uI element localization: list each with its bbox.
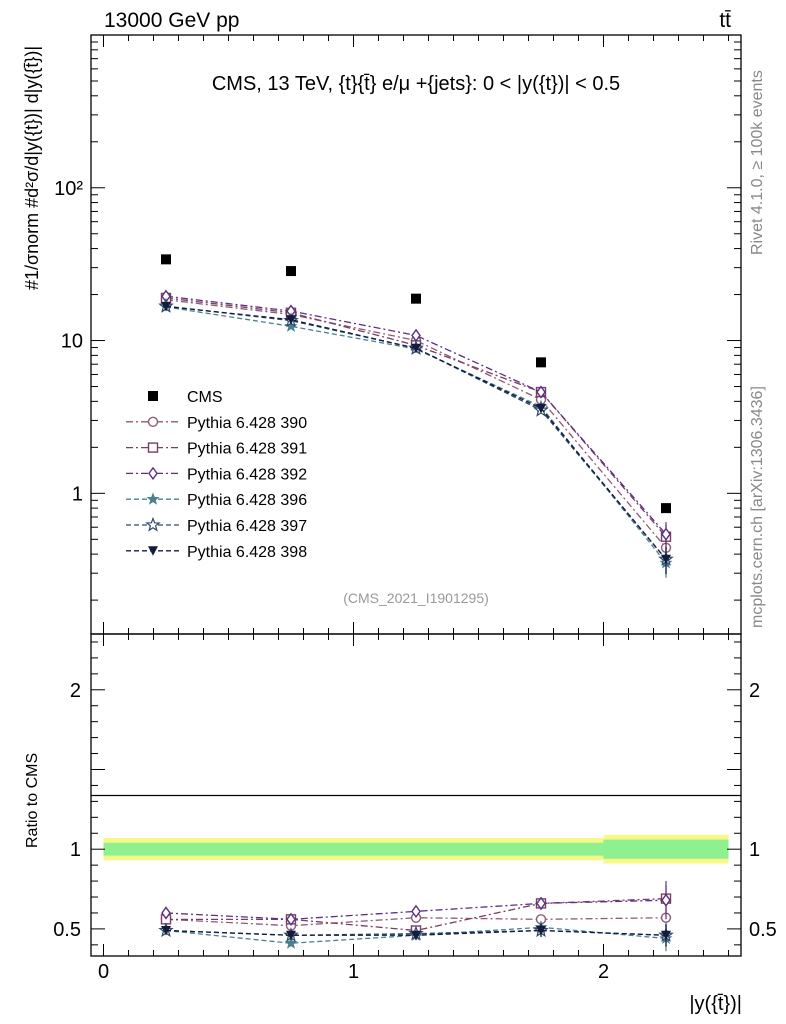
ratio-axis-ticks [91, 634, 741, 956]
data-point [411, 293, 421, 304]
y-axis-label-ratio: Ratio to CMS [24, 753, 41, 848]
data-point [161, 302, 171, 312]
data-point [161, 906, 171, 920]
data-point [284, 319, 298, 332]
data-point [536, 385, 546, 399]
legend-label: Pythia 6.428 392 [187, 466, 307, 483]
legend-label: CMS [187, 389, 223, 406]
y-tick-label-right: 1 [749, 839, 760, 861]
main-series-6 [161, 302, 671, 575]
ratio-tick-labels: 0 1 2 0.5 0.5 1 1 2 2 [53, 680, 777, 983]
legend-label: Pythia 6.428 391 [187, 441, 307, 458]
y-tick-label-right: 0.5 [749, 919, 777, 941]
data-point [411, 930, 421, 941]
series-line [165, 299, 667, 549]
ratio-series-3 [161, 881, 671, 927]
data-point [661, 554, 671, 565]
y-tick-label: 0.5 [53, 919, 81, 941]
data-point [286, 266, 296, 277]
legend-item-2: Pythia 6.428 391 [126, 441, 307, 458]
process-label: tt̄ [719, 9, 731, 32]
legend-item-1: Pythia 6.428 390 [126, 415, 307, 432]
y-tick-label: 10 [61, 331, 83, 353]
legend-marker [147, 442, 159, 453]
data-point [661, 527, 671, 541]
main-tick-labels: 1 10 10² [54, 178, 83, 506]
data-point [411, 343, 421, 354]
data-point [536, 925, 546, 936]
data-point [161, 925, 171, 936]
main-panel: 1 10 10² CMS, 13 TeV, {t}{t̄} e/μ +{jets}:… [22, 34, 742, 635]
rivet-version-label: Rivet 4.1.0, ≥ 100k events [749, 70, 766, 255]
y-tick-label: 2 [70, 680, 81, 702]
legend-marker [145, 516, 161, 532]
data-point [286, 315, 296, 325]
ratio-band-inner [478, 842, 604, 856]
y-tick-label: 1 [70, 839, 81, 861]
legend-item-4: Pythia 6.428 396 [126, 492, 307, 509]
legend-marker [148, 391, 158, 401]
series-line [165, 295, 667, 535]
main-axis-ticks [91, 34, 741, 634]
data-point [161, 254, 171, 265]
legend-marker [148, 466, 158, 481]
legend-label: Pythia 6.428 398 [187, 544, 307, 561]
data-point [661, 930, 671, 941]
main-series-cms [161, 254, 671, 514]
main-series [158, 254, 674, 578]
main-series-3 [161, 289, 671, 550]
y-axis-label-main: #1/σnorm #d²σ/d|y({t})| d|y({t̄})| [22, 46, 42, 290]
data-point [536, 403, 546, 414]
legend-label: Pythia 6.428 397 [187, 518, 307, 535]
ratio-series-6 [161, 924, 671, 947]
x-tick-label: 2 [598, 961, 609, 983]
data-point [286, 912, 296, 927]
ratio-panel: 0 1 2 0.5 0.5 1 1 2 2 Ratio to CMS [24, 633, 777, 983]
analysis-id: (CMS_2021_I1901295) [343, 590, 489, 606]
data-point [286, 930, 296, 941]
ratio-band-inner [103, 842, 229, 856]
legend-item-6: Pythia 6.428 398 [126, 544, 307, 561]
ratio-series [158, 881, 674, 952]
ratio-band-inner [603, 839, 729, 859]
legend-marker [148, 546, 158, 556]
data-point [536, 357, 546, 368]
mcplots-label: mcplots.cern.ch [arXiv:1306.3436] [749, 386, 766, 628]
y-tick-label-right: 2 [749, 680, 760, 702]
data-point [411, 904, 421, 919]
data-point [661, 503, 671, 514]
series-line [165, 305, 667, 560]
data-point [661, 893, 671, 907]
ratio-band-inner [228, 842, 354, 856]
legend: CMS Pythia 6.428 390 Pythia 6.428 391 Pythi… [126, 389, 307, 561]
ratio-band-inner [353, 842, 479, 856]
energy-label: 13000 GeV pp [104, 9, 239, 32]
chart-title: CMS, 13 TeV, {t}{t̄} e/μ +{jets}: 0 < |y… [212, 73, 620, 95]
legend-label: Pythia 6.428 390 [187, 415, 307, 432]
legend-label: Pythia 6.428 396 [187, 492, 307, 509]
x-axis-label: |y({t̄})| [689, 993, 742, 1015]
legend-item-5: Pythia 6.428 397 [126, 516, 307, 535]
legend-marker [146, 492, 160, 505]
legend-item-3: Pythia 6.428 392 [126, 466, 307, 483]
ratio-uncertainty-bands [103, 834, 729, 864]
x-tick-label: 1 [348, 961, 359, 983]
y-tick-label: 1 [72, 483, 83, 505]
data-point [536, 896, 546, 911]
y-tick-label: 10² [54, 178, 83, 200]
legend-item-cms: CMS [148, 389, 223, 406]
legend-marker [147, 416, 159, 427]
x-tick-label: 0 [98, 961, 109, 983]
